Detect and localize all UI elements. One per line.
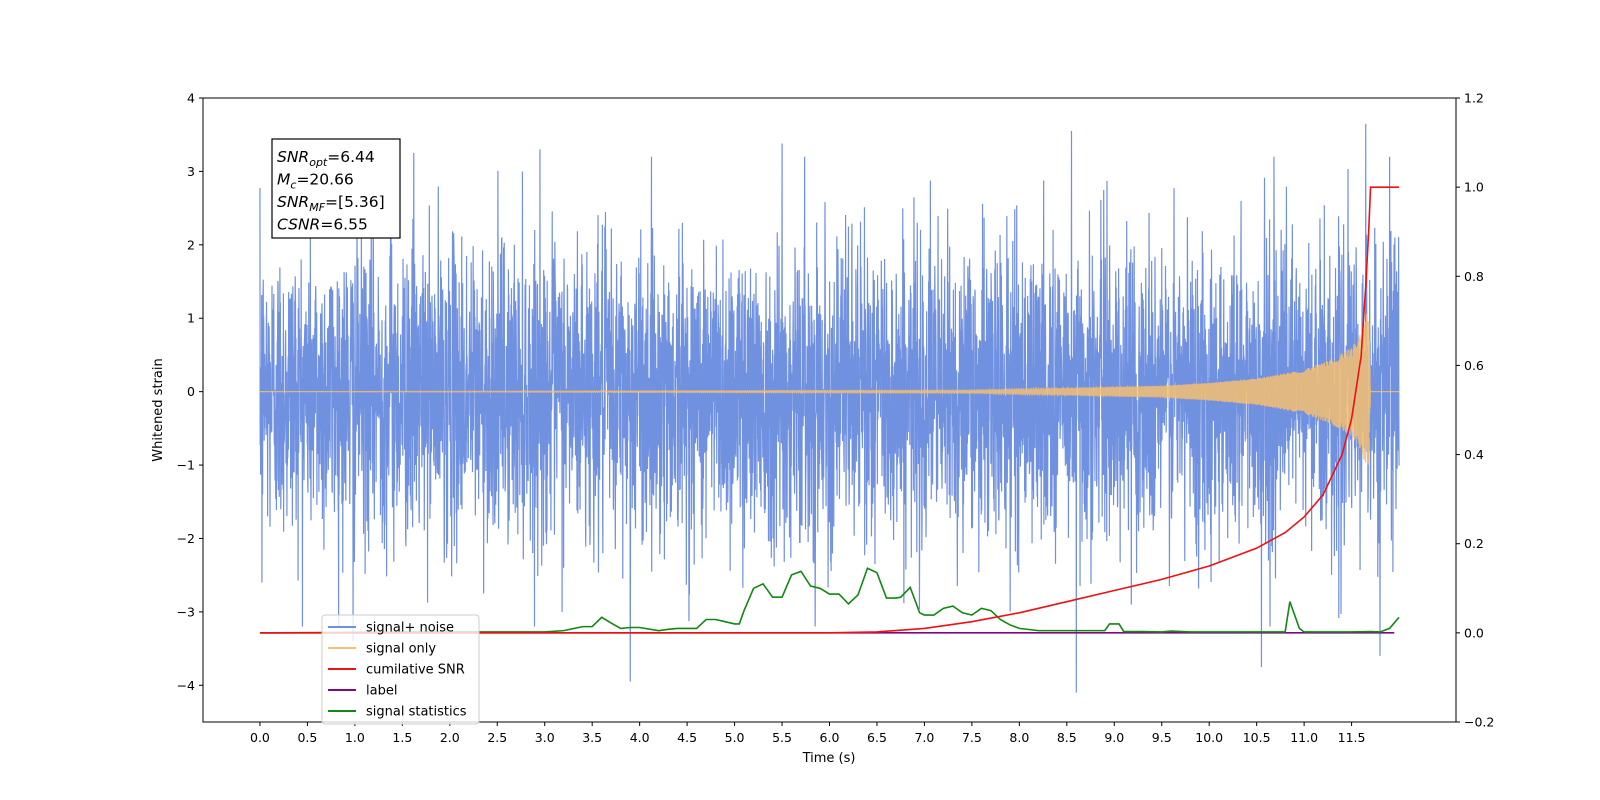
y-axis-label: Whitened strain bbox=[151, 358, 166, 461]
y2-tick-label: 0.2 bbox=[1464, 536, 1484, 551]
y-axis-left: −4 −3 −2 −1 0 1 2 3 4 bbox=[177, 91, 203, 693]
legend-label: signal only bbox=[366, 642, 436, 657]
y-tick-label: 3 bbox=[187, 164, 195, 179]
x-tick-label: 10.0 bbox=[1195, 730, 1223, 745]
x-tick-label: 5.0 bbox=[725, 730, 745, 745]
x-tick-label: 4.0 bbox=[630, 730, 650, 745]
x-tick-label: 7.5 bbox=[962, 730, 982, 745]
legend-label: signal+ noise bbox=[366, 621, 454, 636]
y-tick-label: 0 bbox=[187, 384, 195, 399]
y-tick-label: −3 bbox=[177, 604, 195, 619]
legend: signal+ noise signal only cumilative SNR la… bbox=[321, 614, 480, 725]
x-tick-label: 0.5 bbox=[297, 730, 317, 745]
x-tick-label: 0.0 bbox=[250, 730, 270, 745]
x-tick-label: 5.5 bbox=[772, 730, 792, 745]
legend-label: cumilative SNR bbox=[366, 663, 465, 678]
series-signal-only bbox=[259, 314, 1400, 465]
x-tick-label: 8.5 bbox=[1057, 730, 1077, 745]
y-tick-label: 4 bbox=[187, 91, 195, 106]
legend-label: label bbox=[366, 684, 397, 699]
x-tick-label: 7.0 bbox=[914, 730, 934, 745]
y-tick-label: 2 bbox=[187, 237, 195, 252]
x-tick-label: 11.0 bbox=[1290, 730, 1318, 745]
x-tick-label: 1.5 bbox=[392, 730, 412, 745]
annotation-line: Mc=20.66 bbox=[277, 171, 354, 192]
legend-frame bbox=[321, 614, 480, 725]
series-signal-statistics bbox=[259, 567, 1400, 634]
y2-tick-label: 1.2 bbox=[1464, 91, 1484, 106]
x-tick-label: 3.5 bbox=[582, 730, 602, 745]
annotation-box-frame bbox=[271, 138, 401, 239]
x-tick-label: 2.5 bbox=[487, 730, 507, 745]
y-tick-label: −4 bbox=[177, 678, 195, 693]
y2-tick-label: 0.4 bbox=[1464, 447, 1484, 462]
y2-tick-label: 1.0 bbox=[1464, 180, 1484, 195]
y2-tick-label: 0.6 bbox=[1464, 358, 1484, 373]
annotation-line: CSNR=6.55 bbox=[277, 216, 368, 234]
x-tick-label: 1.0 bbox=[345, 730, 365, 745]
y2-tick-label: 0.0 bbox=[1464, 625, 1484, 640]
series-cumulative-snr bbox=[259, 186, 1400, 634]
x-axis-label: Time (s) bbox=[802, 751, 856, 766]
x-tick-label: 3.0 bbox=[535, 730, 555, 745]
y2-tick-label: −0.2 bbox=[1464, 715, 1494, 730]
plot-area bbox=[259, 123, 1400, 693]
x-tick-label: 10.5 bbox=[1243, 730, 1271, 745]
y2-tick-label: 0.8 bbox=[1464, 269, 1484, 284]
x-tick-label: 6.5 bbox=[867, 730, 887, 745]
x-tick-label: 9.0 bbox=[1104, 730, 1124, 745]
y-tick-label: 1 bbox=[187, 311, 195, 326]
legend-label: signal statistics bbox=[366, 705, 467, 720]
x-tick-label: 8.0 bbox=[1009, 730, 1029, 745]
x-axis: 0.0 0.5 1.0 1.5 2.0 2.5 3.0 3.5 4.0 4.5 5.0 5.5 6.0 6… bbox=[250, 722, 1366, 745]
x-tick-label: 2.0 bbox=[440, 730, 460, 745]
x-tick-label: 9.5 bbox=[1152, 730, 1172, 745]
annotation-line: SNRopt=6.44 bbox=[277, 148, 375, 169]
annotation-line: SNRMF=[5.36] bbox=[277, 193, 385, 214]
y-tick-label: −1 bbox=[177, 458, 195, 473]
x-tick-label: 11.5 bbox=[1338, 730, 1366, 745]
y-axis-right: −0.2 0.0 0.2 0.4 0.6 0.8 1.0 1.2 bbox=[1456, 91, 1494, 730]
x-tick-label: 4.5 bbox=[677, 730, 697, 745]
series-signal-noise bbox=[259, 123, 1400, 693]
x-tick-label: 6.0 bbox=[820, 730, 840, 745]
y-tick-label: −2 bbox=[177, 531, 195, 546]
